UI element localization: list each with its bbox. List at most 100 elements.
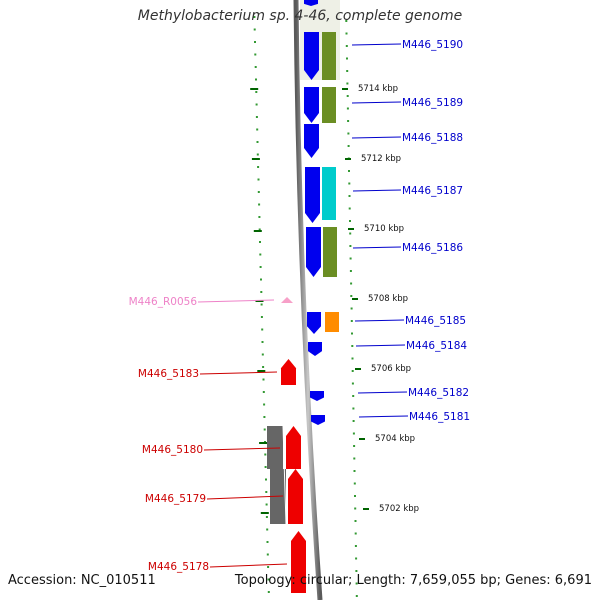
cog-category-box[interactable] [267, 426, 283, 469]
cog-category-box[interactable] [322, 87, 336, 123]
scale-tick [355, 368, 361, 370]
scale-tick [345, 158, 351, 160]
forward-gene-arrow[interactable] [304, 87, 319, 123]
guide-dot [346, 107, 349, 110]
gene-label-leader [352, 246, 402, 249]
forward-gene-arrow[interactable] [307, 312, 321, 334]
guide-dot [352, 432, 355, 435]
guide-dot [253, 16, 256, 18]
gene-label[interactable]: M446_5190 [402, 39, 463, 51]
gene-label-leader [354, 319, 405, 322]
guide-dot [354, 520, 357, 522]
guide-dot [260, 278, 262, 281]
guide-dot [262, 391, 265, 393]
forward-gene-arrow[interactable] [304, 124, 319, 158]
gene-label[interactable]: M446_5185 [405, 315, 466, 327]
guide-dot [351, 370, 354, 372]
guide-dot [257, 166, 260, 168]
cog-category-box[interactable] [325, 312, 339, 332]
guide-dot [256, 128, 259, 131]
guide-dot [267, 566, 270, 568]
forward-gene-arrow[interactable] [304, 0, 318, 6]
guide-dot [351, 357, 354, 360]
guide-dot [265, 491, 268, 493]
forward-gene-arrow[interactable] [310, 391, 324, 401]
gene-label-leader [209, 563, 288, 568]
forward-gene-arrow[interactable] [305, 167, 320, 223]
cog-category-box[interactable] [322, 167, 336, 220]
guide-dot [265, 478, 267, 481]
gene-label-leader [351, 43, 402, 46]
gene-label-leader [197, 299, 275, 303]
left-tick-mark [259, 442, 268, 444]
cog-category-box[interactable] [323, 227, 337, 277]
left-tick-mark [257, 370, 266, 372]
gene-label[interactable]: M446_5187 [402, 185, 463, 197]
guide-dot [352, 420, 355, 422]
guide-dot [350, 307, 353, 310]
gene-label[interactable]: M446_5189 [402, 97, 463, 109]
guide-dot [258, 216, 261, 218]
gene-label[interactable]: M446_5184 [406, 340, 467, 352]
gene-label-leader [351, 101, 402, 104]
gene-label-leader [358, 415, 409, 418]
gene-label[interactable]: M446_5186 [402, 242, 463, 254]
guide-dot [263, 416, 266, 418]
forward-gene-arrow[interactable] [308, 342, 322, 356]
guide-dot [260, 303, 263, 306]
gene-label[interactable]: M446_5183 [138, 368, 199, 380]
guide-dot [261, 341, 264, 343]
forward-gene-arrow[interactable] [311, 415, 325, 425]
forward-gene-arrow[interactable] [304, 32, 319, 80]
guide-dot [255, 116, 258, 118]
gene-label[interactable]: M446_5182 [408, 387, 469, 399]
guide-dot [267, 591, 270, 593]
guide-dot [346, 57, 348, 60]
guide-dot [265, 516, 268, 518]
gene-label-leader [355, 344, 406, 347]
scale-tick [352, 298, 358, 300]
guide-dot [352, 407, 355, 410]
gene-label[interactable]: M446_5179 [145, 493, 206, 505]
guide-dot [348, 195, 351, 197]
guide-dot [351, 345, 354, 347]
guide-dot [255, 103, 258, 106]
guide-dot [348, 182, 351, 185]
gene-label[interactable]: M446_5188 [402, 132, 463, 144]
guide-dot [266, 553, 269, 556]
guide-dot [258, 203, 261, 206]
gene-label[interactable]: M446_R0056 [129, 296, 198, 308]
gene-label-leader [351, 136, 402, 139]
rna-feature[interactable] [281, 297, 293, 303]
reverse-gene-arrow[interactable] [286, 426, 301, 469]
guide-dot [257, 178, 260, 181]
scale-tick-label: 5708 kbp [368, 294, 408, 304]
guide-dot [355, 557, 358, 560]
guide-dot [351, 382, 354, 385]
guide-dot [263, 403, 266, 406]
gene-label[interactable]: M446_5180 [142, 444, 203, 456]
guide-dot [351, 332, 353, 335]
guide-dot [353, 445, 356, 447]
guide-dot [353, 457, 356, 460]
scale-tick [363, 508, 369, 510]
reverse-gene-arrow[interactable] [291, 531, 306, 593]
gene-label[interactable]: M446_5181 [409, 411, 470, 423]
guide-dot [266, 541, 269, 543]
left-tick-mark [250, 88, 259, 90]
gene-label-leader [206, 495, 284, 500]
cog-category-box[interactable] [322, 32, 336, 80]
reverse-gene-arrow[interactable] [288, 469, 303, 524]
gene-label[interactable]: M446_5178 [148, 561, 209, 573]
guide-dot [259, 266, 262, 268]
guide-dot [345, 45, 348, 47]
forward-gene-arrow[interactable] [306, 227, 321, 277]
genome-backbone [293, 0, 323, 600]
guide-dot [346, 82, 349, 85]
guide-dot [349, 220, 351, 222]
guide-dot [355, 582, 358, 585]
guide-dot [349, 245, 352, 247]
guide-dot [260, 291, 263, 293]
reverse-gene-arrow[interactable] [281, 359, 296, 385]
guide-dot [348, 170, 350, 172]
